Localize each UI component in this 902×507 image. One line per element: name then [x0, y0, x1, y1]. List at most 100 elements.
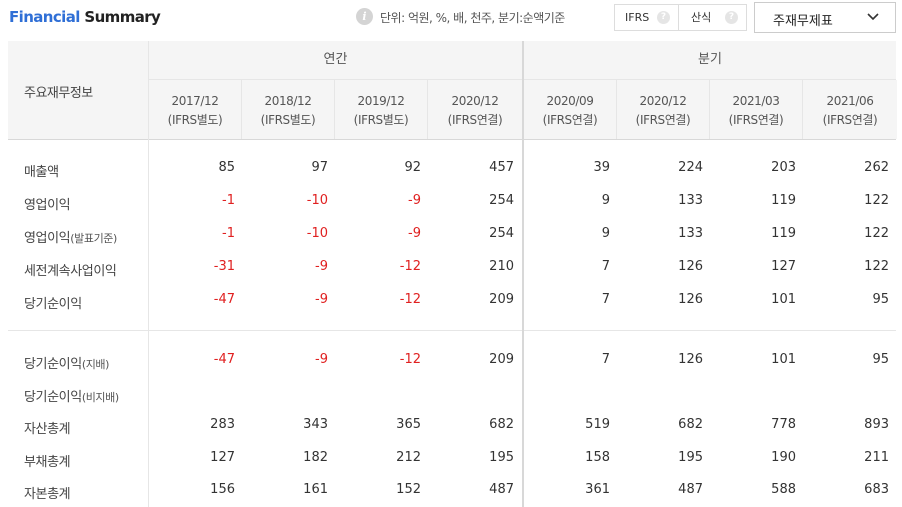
row-label: 영업이익	[24, 194, 71, 213]
row-label-suffix: (발표기준)	[70, 232, 117, 245]
ifrs-button[interactable]: IFRS ?	[615, 5, 679, 30]
table-cell: 212	[396, 450, 421, 465]
table-cell: 487	[489, 482, 514, 497]
table-cell: 122	[864, 226, 889, 241]
column-header: 2020/09 (IFRS연결)	[524, 80, 616, 139]
divider	[148, 41, 149, 507]
table-cell: 133	[678, 193, 703, 208]
table-cell: 262	[864, 160, 889, 175]
table-cell: 122	[864, 193, 889, 208]
table-cell: 487	[678, 482, 703, 497]
row-label-text: 자산총계	[24, 422, 71, 437]
table-cell: 7	[601, 352, 610, 367]
table-cell: 119	[771, 226, 796, 241]
table-cell: 119	[771, 193, 796, 208]
chevron-down-icon	[867, 13, 879, 21]
table-cell: 195	[489, 450, 514, 465]
table-cell: 182	[303, 450, 328, 465]
row-label: 당기순이익(지배)	[24, 353, 109, 372]
table-cell: 126	[678, 259, 703, 274]
help-icon[interactable]: ?	[657, 11, 670, 24]
table-cell: 209	[489, 292, 514, 307]
table-cell: 158	[585, 450, 610, 465]
table-cell: -10	[306, 226, 328, 241]
formula-button[interactable]: 산식 ?	[679, 5, 746, 30]
row-label: 자본총계	[24, 483, 71, 502]
column-period: 2020/12	[639, 94, 687, 108]
help-icon[interactable]: ?	[725, 11, 738, 24]
table-cell: -10	[306, 193, 328, 208]
divider	[334, 80, 335, 139]
table-cell: 152	[396, 482, 421, 497]
table-cell: -47	[213, 352, 235, 367]
row-label-text: 자본총계	[24, 487, 71, 502]
table-cell: -9	[315, 259, 328, 274]
row-header-title: 주요재무정보	[24, 86, 93, 101]
table-cell: 209	[489, 352, 514, 367]
column-header: 2020/12 (IFRS연결)	[428, 80, 522, 139]
column-header: 2017/12 (IFRS별도)	[149, 80, 241, 139]
divider	[616, 80, 617, 139]
row-label: 세전계속사업이익	[24, 260, 117, 279]
column-period: 2020/12	[451, 94, 499, 108]
table-cell: 7	[601, 259, 610, 274]
summary-header: Financial Summary i 단위: 억원, %, 배, 천주, 분기…	[0, 0, 902, 38]
group-annual: 연간	[149, 41, 522, 79]
unit-text: 단위: 억원, %, 배, 천주, 분기:순액기준	[380, 11, 565, 25]
column-basis: (IFRS별도)	[260, 113, 316, 127]
page-title: Financial Summary	[9, 8, 161, 26]
table-cell: 92	[404, 160, 421, 175]
table-cell: 85	[218, 160, 235, 175]
column-basis: (IFRS연결)	[447, 113, 503, 127]
table-cell: -12	[399, 352, 421, 367]
ifrs-formula-toggle: IFRS ? 산식 ?	[614, 4, 747, 31]
table-cell: 190	[771, 450, 796, 465]
column-basis: (IFRS연결)	[635, 113, 691, 127]
statement-type-value: 주재무제표	[773, 14, 833, 29]
table-cell: 211	[864, 450, 889, 465]
table-cell: 39	[593, 160, 610, 175]
row-label-text: 부채총계	[24, 455, 71, 470]
divider	[709, 80, 710, 139]
row-label-text: 세전계속사업이익	[24, 264, 117, 279]
table-cell: -31	[213, 259, 235, 274]
table-cell: 893	[864, 417, 889, 432]
table-cell: 254	[489, 193, 514, 208]
table-cell: 127	[210, 450, 235, 465]
table-cell: 126	[678, 352, 703, 367]
divider	[8, 330, 896, 331]
column-header: 2020/12 (IFRS연결)	[617, 80, 709, 139]
title-summary: Summary	[84, 8, 161, 26]
column-basis: (IFRS별도)	[167, 113, 223, 127]
row-label-suffix: (지배)	[81, 358, 110, 371]
table-cell: 101	[771, 352, 796, 367]
table-cell: 156	[210, 482, 235, 497]
table-cell: 7	[601, 292, 610, 307]
column-header: 2021/03 (IFRS연결)	[710, 80, 802, 139]
group-quarterly: 분기	[524, 41, 896, 79]
table-cell: 365	[396, 417, 421, 432]
column-period: 2021/03	[732, 94, 780, 108]
table-cell: 682	[489, 417, 514, 432]
table-cell: 101	[771, 292, 796, 307]
table-cell: 361	[585, 482, 610, 497]
divider	[427, 80, 428, 139]
statement-type-select[interactable]: 주재무제표	[754, 2, 896, 33]
ifrs-label: IFRS	[625, 11, 650, 24]
divider	[241, 80, 242, 139]
row-header-title-cell: 주요재무정보	[8, 41, 148, 139]
table-cell: 343	[303, 417, 328, 432]
column-period: 2020/09	[546, 94, 594, 108]
info-icon[interactable]: i	[356, 8, 373, 25]
table-cell: -9	[408, 226, 421, 241]
column-header: 2018/12 (IFRS별도)	[242, 80, 334, 139]
table-cell: 9	[601, 193, 610, 208]
table-cell: 133	[678, 226, 703, 241]
table-cell: -9	[315, 292, 328, 307]
row-label-text: 당기순이익	[24, 390, 82, 405]
table-cell: 224	[678, 160, 703, 175]
table-cell: -12	[399, 292, 421, 307]
row-label: 당기순이익	[24, 293, 82, 312]
table-cell: -1	[222, 193, 235, 208]
row-label-suffix: (비지배)	[81, 391, 119, 404]
